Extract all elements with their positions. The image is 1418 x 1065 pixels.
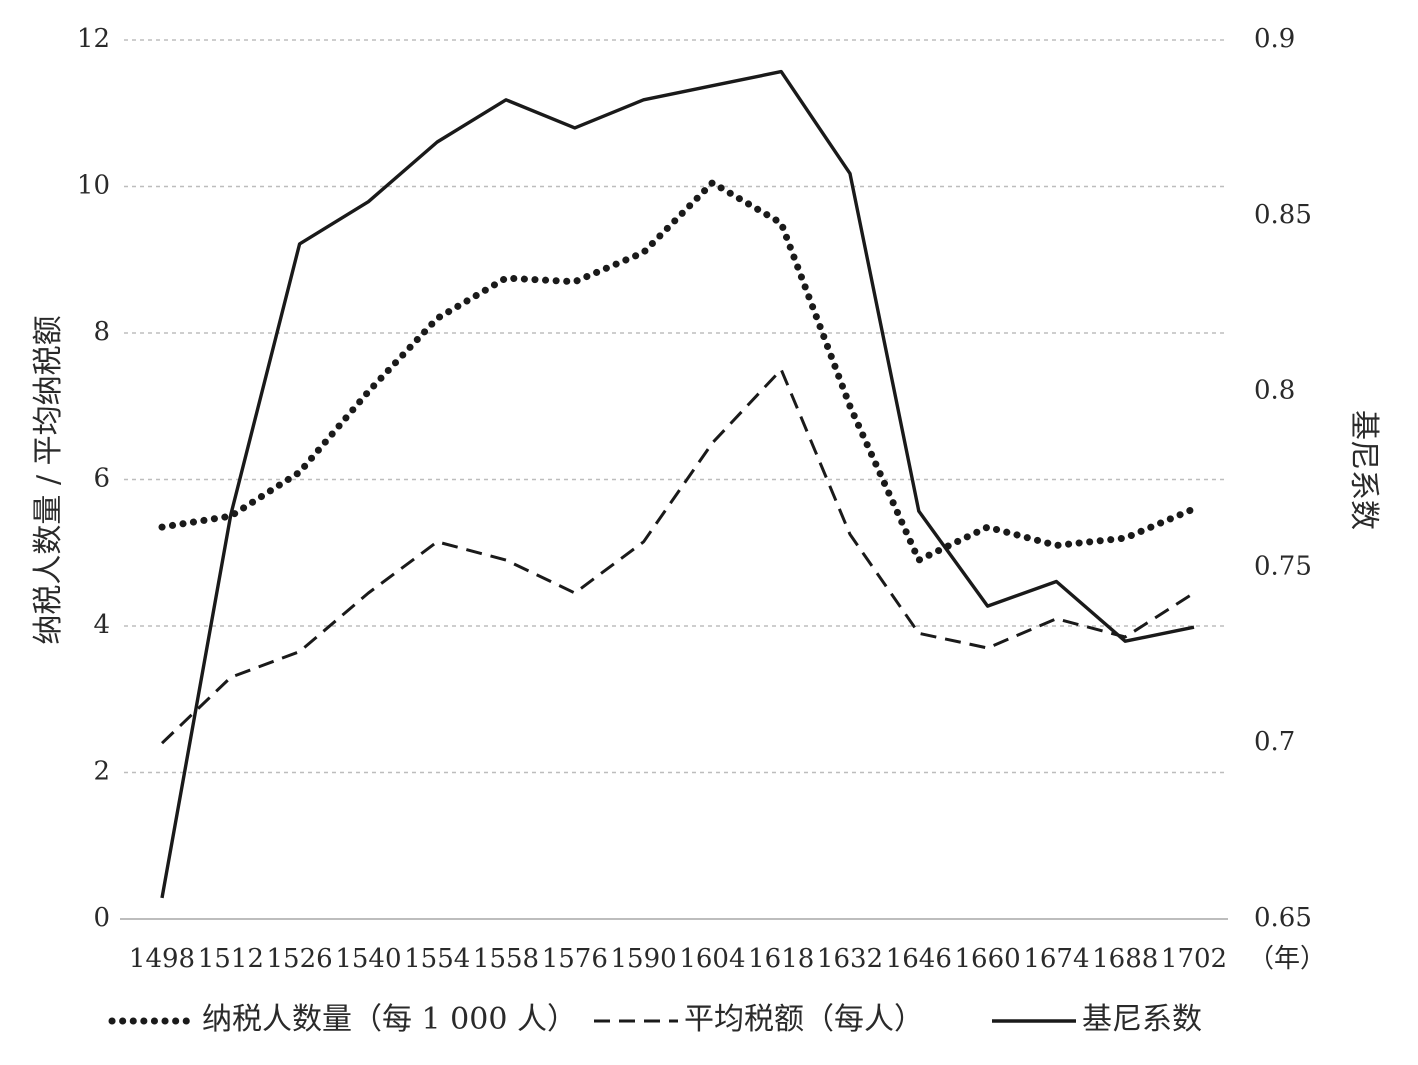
- left-axis-ticks: 0 2 4 6 8 10 12: [77, 24, 110, 933]
- left-axis-title: 纳税人数量 / 平均纳税额: [31, 315, 66, 644]
- x-tick-label: 1590: [611, 944, 677, 974]
- left-tick-label: 8: [93, 317, 110, 347]
- legend-label: 基尼系数: [1082, 1002, 1202, 1037]
- x-tick-label: 1576: [542, 944, 608, 974]
- x-axis-unit-label: （年）: [1248, 944, 1326, 974]
- series-line-solid: [160, 69, 1195, 899]
- right-tick-label: 0.65: [1254, 903, 1312, 933]
- x-tick-label: 1558: [473, 944, 539, 974]
- series-layer: [158, 69, 1198, 899]
- x-tick-label: 1526: [267, 944, 333, 974]
- x-tick-label: 1632: [817, 944, 883, 974]
- right-tick-label: 0.85: [1254, 200, 1312, 230]
- x-tick-label: 1688: [1092, 944, 1158, 974]
- left-tick-label: 6: [93, 464, 110, 494]
- x-tick-label: 1540: [335, 944, 401, 974]
- right-axis-ticks: 0.65 0.7 0.75 0.8 0.85 0.9: [1254, 24, 1312, 933]
- legend-label: 平均税额（每人）: [684, 1002, 924, 1037]
- left-tick-label: 2: [93, 757, 110, 787]
- series-line-dotted: [158, 179, 1198, 564]
- right-axis-title: 基尼系数: [1346, 410, 1381, 530]
- left-tick-label: 0: [93, 903, 110, 933]
- x-axis-ticks: 1498 1512 1526 1540 1554 1558 1576 1590 1604 1618…: [129, 944, 1227, 974]
- x-tick-label: 1554: [404, 944, 470, 974]
- legend: 纳税人数量（每 1 000 人） 平均税额（每人） 基尼系数: [108, 1002, 1202, 1037]
- left-tick-label: 4: [93, 610, 110, 640]
- left-tick-label: 10: [77, 171, 110, 201]
- x-tick-label: 1702: [1161, 944, 1227, 974]
- x-tick-label: 1646: [886, 944, 952, 974]
- legend-label: 纳税人数量（每 1 000 人）: [202, 1002, 577, 1037]
- right-tick-label: 0.7: [1254, 727, 1295, 757]
- right-tick-label: 0.75: [1254, 551, 1312, 581]
- right-tick-label: 0.9: [1254, 24, 1295, 54]
- left-tick-label: 12: [77, 24, 110, 54]
- x-tick-label: 1674: [1023, 944, 1089, 974]
- x-tick-label: 1660: [955, 944, 1021, 974]
- x-tick-label: 1512: [198, 944, 264, 974]
- x-tick-label: 1498: [129, 944, 195, 974]
- x-tick-label: 1604: [679, 944, 745, 974]
- grid-lines: [120, 39, 1228, 920]
- series-line-dashed: [160, 368, 1195, 745]
- x-tick-label: 1618: [748, 944, 814, 974]
- right-tick-label: 0.8: [1254, 376, 1295, 406]
